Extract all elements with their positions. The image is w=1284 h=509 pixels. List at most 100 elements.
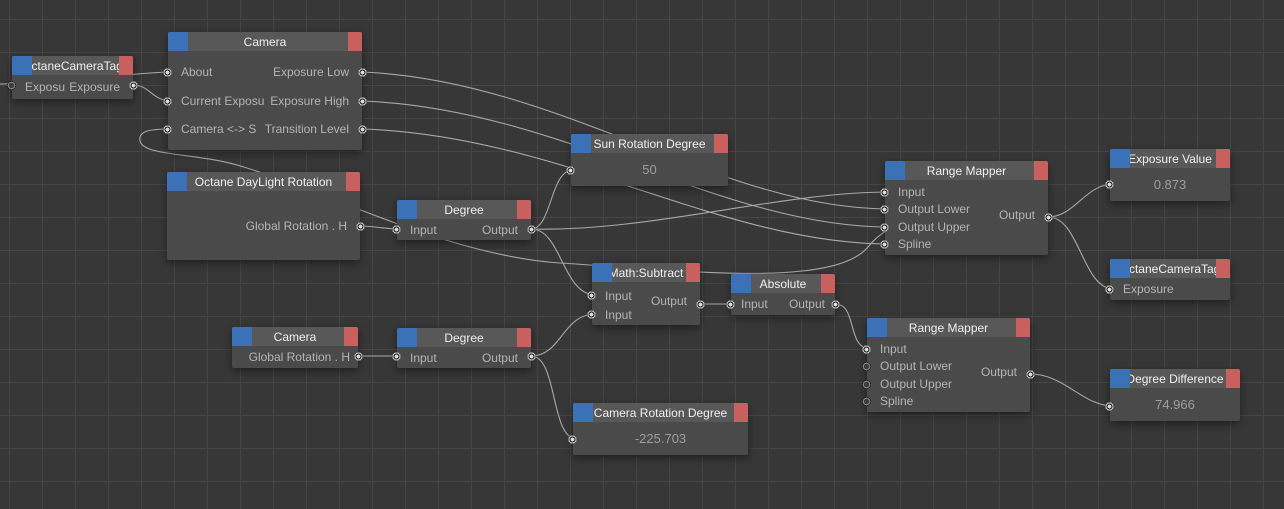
node-camera-bottom[interactable]: Camera Global Rotation . H: [232, 327, 363, 368]
node-titlebar[interactable]: Exposure Value: [1110, 149, 1230, 168]
node-degree-top[interactable]: Degree Input Output: [392, 200, 536, 240]
node-output-tab[interactable]: [734, 403, 748, 422]
input-port[interactable]: [880, 204, 889, 214]
node-absolute[interactable]: Absolute Input Output: [726, 274, 840, 315]
node-input-tab[interactable]: [232, 327, 252, 346]
node-camera-rotation-degree[interactable]: Camera Rotation Degree -225.703: [568, 403, 748, 455]
input-port[interactable]: [880, 187, 889, 197]
node-output-tab[interactable]: [119, 56, 133, 75]
node-output-tab[interactable]: [1216, 149, 1230, 168]
input-port[interactable]: [862, 361, 871, 371]
node-input-tab[interactable]: [167, 172, 187, 191]
input-port[interactable]: [1105, 179, 1114, 189]
output-port[interactable]: [129, 80, 138, 90]
input-port[interactable]: [862, 396, 871, 406]
output-port[interactable]: [358, 67, 367, 77]
input-port[interactable]: [163, 67, 172, 77]
node-titlebar[interactable]: Range Mapper: [867, 318, 1030, 337]
node-degree-bottom[interactable]: Degree Input Output: [392, 328, 536, 368]
node-output-tab[interactable]: [1216, 259, 1230, 278]
node-input-tab[interactable]: [12, 56, 32, 75]
input-port[interactable]: [1105, 284, 1114, 294]
node-titlebar[interactable]: Math:Subtract: [592, 263, 700, 282]
node-degree-difference[interactable]: Degree Difference 74.966: [1105, 369, 1240, 421]
node-output-tab[interactable]: [344, 327, 358, 346]
output-port[interactable]: [1026, 369, 1035, 379]
node-output-tab[interactable]: [517, 200, 531, 219]
node-titlebar[interactable]: Degree: [397, 328, 531, 347]
node-input-tab[interactable]: [1110, 369, 1130, 388]
node-titlebar[interactable]: Octane DayLight Rotation: [167, 172, 360, 191]
input-port[interactable]: [880, 239, 889, 249]
input-port[interactable]: [587, 290, 596, 300]
wire[interactable]: [530, 355, 578, 440]
input-port[interactable]: [163, 124, 172, 134]
node-titlebar[interactable]: OctaneCameraTag: [12, 56, 133, 75]
node-titlebar[interactable]: Camera: [232, 327, 358, 346]
wire[interactable]: [530, 313, 597, 357]
node-input-tab[interactable]: [867, 318, 887, 337]
node-output-tab[interactable]: [348, 32, 362, 51]
wire[interactable]: [1047, 216, 1115, 290]
node-titlebar[interactable]: Degree: [397, 200, 531, 219]
wire[interactable]: [530, 228, 597, 296]
wire[interactable]: [530, 191, 890, 230]
node-input-tab[interactable]: [1110, 149, 1130, 168]
node-input-tab[interactable]: [592, 263, 612, 282]
node-octane-camera-tag-right[interactable]: OctaneCameraTag Exposure: [1105, 259, 1230, 300]
node-input-tab[interactable]: [397, 200, 417, 219]
input-port[interactable]: [7, 80, 16, 90]
wire[interactable]: [1047, 183, 1115, 218]
output-port[interactable]: [354, 351, 363, 361]
node-input-tab[interactable]: [168, 32, 188, 51]
node-range-mapper-top[interactable]: Range Mapper Input Output Lower Output U…: [880, 161, 1053, 255]
output-port[interactable]: [356, 221, 365, 231]
node-input-tab[interactable]: [885, 161, 905, 180]
node-output-tab[interactable]: [1016, 318, 1030, 337]
input-port[interactable]: [862, 344, 871, 354]
wire[interactable]: [1029, 373, 1115, 407]
node-exposure-value[interactable]: Exposure Value 0.873: [1105, 149, 1230, 201]
node-math-subtract[interactable]: Math:Subtract Input Input Output: [587, 263, 705, 325]
wire[interactable]: [834, 303, 872, 350]
node-input-tab[interactable]: [573, 403, 593, 422]
input-port[interactable]: [1105, 401, 1114, 411]
input-port[interactable]: [568, 434, 577, 444]
node-output-tab[interactable]: [1034, 161, 1048, 180]
node-output-tab[interactable]: [1226, 369, 1240, 388]
output-port[interactable]: [527, 351, 536, 361]
node-octane-camera-tag-left[interactable]: OctaneCameraTag Exposu Exposure: [7, 56, 138, 99]
node-titlebar[interactable]: OctaneCameraTag: [1110, 259, 1230, 278]
node-input-tab[interactable]: [1110, 259, 1130, 278]
node-titlebar[interactable]: Camera: [168, 32, 362, 51]
node-range-mapper-bottom[interactable]: Range Mapper Input Output Lower Output U…: [862, 318, 1035, 412]
node-camera-top[interactable]: Camera About Exposure Low Current Exposu…: [163, 32, 367, 150]
input-port[interactable]: [880, 222, 889, 232]
input-port[interactable]: [587, 309, 596, 319]
node-output-tab[interactable]: [517, 328, 531, 347]
node-titlebar[interactable]: Absolute: [731, 274, 835, 293]
input-port[interactable]: [392, 351, 401, 361]
node-output-tab[interactable]: [686, 263, 700, 282]
output-port[interactable]: [358, 124, 367, 134]
output-port[interactable]: [831, 299, 840, 309]
node-output-tab[interactable]: [346, 172, 360, 191]
input-port[interactable]: [392, 224, 401, 234]
output-port[interactable]: [358, 96, 367, 106]
node-titlebar[interactable]: Camera Rotation Degree: [573, 403, 748, 422]
node-output-tab[interactable]: [821, 274, 835, 293]
node-input-tab[interactable]: [731, 274, 751, 293]
node-octane-daylight-rotation[interactable]: Octane DayLight Rotation Global Rotation…: [167, 172, 365, 260]
output-port[interactable]: [696, 299, 705, 309]
node-titlebar[interactable]: Sun Rotation Degree: [571, 134, 728, 153]
node-sun-rotation-degree[interactable]: Sun Rotation Degree 50: [566, 134, 728, 186]
output-port[interactable]: [1044, 212, 1053, 222]
node-input-tab[interactable]: [397, 328, 417, 347]
input-port[interactable]: [566, 165, 575, 175]
node-output-tab[interactable]: [714, 134, 728, 153]
input-port[interactable]: [163, 96, 172, 106]
input-port[interactable]: [726, 299, 735, 309]
node-input-tab[interactable]: [571, 134, 591, 153]
output-port[interactable]: [527, 224, 536, 234]
wire[interactable]: [361, 128, 890, 245]
